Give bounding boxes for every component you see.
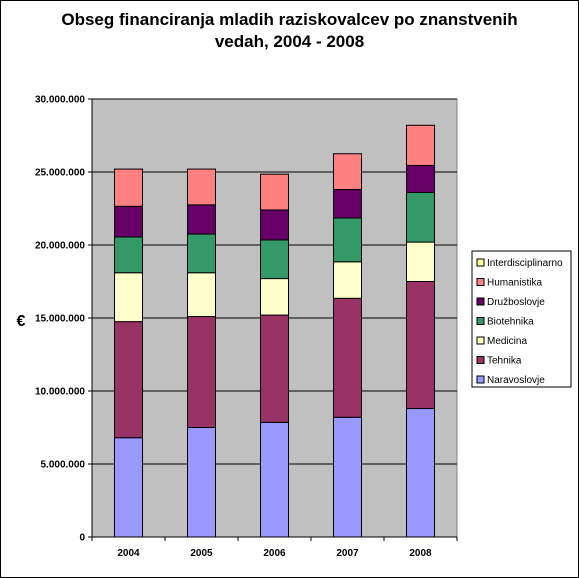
- bar-segment-tehnika-2007: [333, 297, 362, 418]
- y-tick-label: 5.000.000: [41, 460, 86, 471]
- bar-segment-humanistika-2004: [114, 168, 143, 207]
- bar-segment-tehnika-2004: [114, 321, 143, 439]
- x-tick-label: 2004: [117, 548, 140, 559]
- x-tick-label: 2008: [409, 548, 432, 559]
- bar-segment-dru-boslovje-2007: [333, 189, 362, 219]
- x-tick-label: 2006: [263, 548, 286, 559]
- legend-swatch-dru-boslovje: [476, 297, 485, 306]
- bar-segment-medicina-2007: [333, 261, 362, 299]
- bar-segment-medicina-2008: [406, 241, 435, 282]
- bar-segment-biotehnika-2005: [187, 233, 216, 274]
- legend-label-dru-boslovje: Družboslovje: [487, 297, 545, 308]
- legend-label-naravoslovje: Naravoslovje: [487, 375, 545, 386]
- bar-segment-biotehnika-2006: [260, 239, 289, 280]
- x-tick-label: 2007: [336, 548, 359, 559]
- y-tick-label: 30.000.000: [35, 95, 85, 106]
- x-tick-label: 2005: [190, 548, 213, 559]
- bar-segment-naravoslovje-2008: [406, 408, 435, 538]
- bar-segment-biotehnika-2007: [333, 217, 362, 263]
- bar-segment-dru-boslovje-2005: [187, 204, 216, 235]
- bar-segment-naravoslovje-2006: [260, 421, 289, 538]
- bar-segment-dru-boslovje-2008: [406, 164, 435, 193]
- bar-segment-humanistika-2006: [260, 173, 289, 211]
- legend-swatch-humanistika: [476, 278, 485, 286]
- bar-segment-tehnika-2006: [260, 314, 289, 423]
- bar-segment-tehnika-2005: [187, 316, 216, 429]
- bar-segment-naravoslovje-2007: [333, 416, 362, 538]
- legend-label-medicina: Medicina: [487, 336, 527, 347]
- legend-label-interdisciplinarno: Interdisciplinarno: [487, 258, 563, 269]
- bar-segment-humanistika-2007: [333, 153, 362, 191]
- bar-segment-naravoslovje-2004: [114, 437, 143, 538]
- bar-segment-medicina-2006: [260, 278, 289, 316]
- y-tick-label: 10.000.000: [35, 387, 85, 398]
- bar-segment-dru-boslovje-2004: [114, 205, 143, 238]
- bar-segment-dru-boslovje-2006: [260, 209, 289, 241]
- legend-swatch-tehnika: [476, 356, 485, 364]
- legend-swatch-naravoslovje: [476, 375, 485, 384]
- legend-swatch-medicina: [476, 336, 485, 345]
- legend-swatch-interdisciplinarno: [476, 258, 485, 267]
- bar-segment-naravoslovje-2005: [187, 427, 216, 538]
- bar-segment-medicina-2004: [114, 272, 143, 323]
- bar-segment-tehnika-2008: [406, 281, 435, 410]
- y-tick-label: 15.000.000: [35, 314, 85, 325]
- legend: [471, 250, 572, 388]
- legend-label-biotehnika: Biotehnika: [487, 317, 534, 328]
- legend-label-humanistika: Humanistika: [487, 278, 542, 289]
- y-tick-label: 0: [79, 533, 85, 544]
- y-tick-label: 20.000.000: [35, 241, 85, 252]
- bar-segment-biotehnika-2004: [114, 236, 143, 274]
- bar-segment-medicina-2005: [187, 272, 216, 318]
- bar-segment-humanistika-2008: [406, 124, 435, 166]
- bar-segment-biotehnika-2008: [406, 191, 435, 243]
- y-axis-label: €: [17, 313, 26, 330]
- legend-swatch-biotehnika: [476, 317, 485, 325]
- legend-label-tehnika: Tehnika: [487, 356, 522, 367]
- y-tick-label: 25.000.000: [35, 168, 85, 179]
- bar-segment-humanistika-2005: [187, 168, 216, 206]
- chart-title: Obseg financiranja mladih raziskovalcev …: [61, 10, 518, 51]
